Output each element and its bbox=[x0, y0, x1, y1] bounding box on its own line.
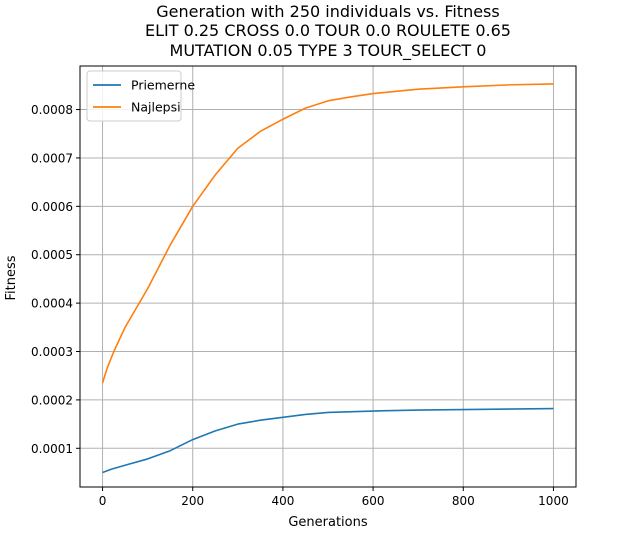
chart-title-line-1: Generation with 250 individuals vs. Fitn… bbox=[156, 2, 499, 21]
y-tick-label: 0.0005 bbox=[31, 248, 73, 262]
grid-lines bbox=[80, 66, 576, 487]
legend-label-priemerne: Priemerne bbox=[131, 78, 195, 93]
x-tick-label: 600 bbox=[362, 494, 385, 508]
x-tick-label: 800 bbox=[452, 494, 475, 508]
legend-label-najlepsi: Najlepsi bbox=[131, 100, 181, 115]
chart-title: Generation with 250 individuals vs. Fitn… bbox=[145, 2, 511, 61]
y-axis-ticks: 0.0001 0.0002 0.0003 0.0004 0.0005 0.0006 0.00… bbox=[31, 103, 80, 456]
chart-title-line-3: MUTATION 0.05 TYPE 3 TOUR_SELECT 0 bbox=[170, 41, 487, 61]
chart-title-line-2: ELIT 0.25 CROSS 0.0 TOUR 0.0 ROULETE 0.6… bbox=[145, 21, 511, 40]
y-tick-label: 0.0001 bbox=[31, 442, 73, 456]
x-tick-label: 1000 bbox=[538, 494, 569, 508]
series-lines bbox=[101, 83, 554, 474]
y-tick-label: 0.0003 bbox=[31, 345, 73, 359]
y-tick-label: 0.0007 bbox=[31, 151, 73, 165]
x-axis-ticks: 0 200 400 600 800 1000 bbox=[99, 487, 569, 508]
plot-area-frame bbox=[79, 65, 577, 488]
legend: Priemerne Najlepsi bbox=[86, 70, 195, 122]
x-axis-label: Generations bbox=[288, 515, 368, 530]
x-tick-label: 200 bbox=[181, 494, 204, 508]
y-axis-label: Fitness bbox=[4, 255, 19, 300]
series-line-priemerne bbox=[102, 407, 554, 474]
y-tick-label: 0.0002 bbox=[31, 393, 73, 407]
x-tick-label: 0 bbox=[99, 494, 107, 508]
y-tick-label: 0.0006 bbox=[31, 200, 73, 214]
legend-box bbox=[86, 70, 182, 122]
x-tick-label: 400 bbox=[271, 494, 294, 508]
y-tick-label: 0.0004 bbox=[31, 297, 73, 311]
series-line-najlepsi bbox=[101, 83, 554, 384]
y-tick-label: 0.0008 bbox=[31, 103, 73, 117]
